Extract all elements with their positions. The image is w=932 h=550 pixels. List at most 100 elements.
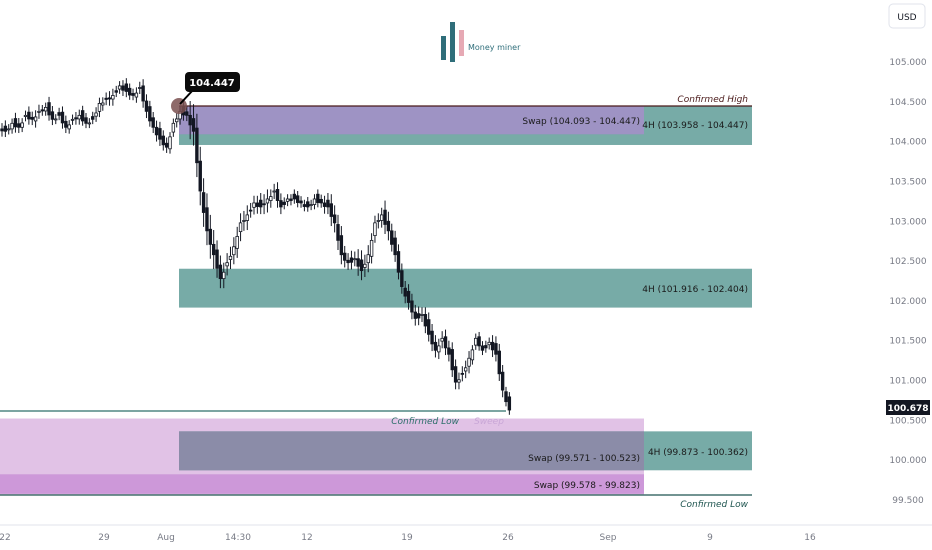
candle-body bbox=[40, 109, 45, 112]
candle-body bbox=[376, 220, 381, 222]
current-price-badge: 100.678 bbox=[886, 400, 930, 415]
candle-body bbox=[480, 345, 485, 351]
candle-body bbox=[127, 87, 132, 96]
candle-body bbox=[400, 270, 404, 287]
candle-body bbox=[54, 118, 58, 121]
currency-label: USD bbox=[897, 13, 916, 23]
candle-body bbox=[255, 202, 260, 207]
candle-body bbox=[13, 118, 18, 128]
candle-body bbox=[386, 220, 391, 232]
candle-body bbox=[262, 203, 266, 206]
candle-body bbox=[316, 193, 320, 203]
candle-body bbox=[121, 85, 125, 91]
price-tick-label: 103.500 bbox=[889, 177, 926, 187]
candle-body bbox=[359, 259, 364, 272]
candle-body bbox=[77, 114, 81, 120]
candle-body bbox=[3, 125, 8, 132]
candle-body bbox=[164, 142, 169, 148]
callout-pointer bbox=[179, 89, 194, 105]
candle-body bbox=[205, 207, 209, 232]
high-callout: 104.447 bbox=[171, 72, 240, 114]
time-tick-label: 12 bbox=[301, 533, 312, 543]
callout-box bbox=[185, 72, 240, 92]
candle-body bbox=[84, 117, 88, 124]
time-tick-label: Aug bbox=[157, 533, 175, 543]
candle-body bbox=[282, 201, 286, 205]
price-tick-label: 101.500 bbox=[889, 337, 926, 347]
candle-body bbox=[299, 200, 303, 204]
candle-body bbox=[218, 264, 223, 280]
levels-layer: Confirmed High Confirmed Low Confirmed Low bbox=[0, 95, 752, 510]
candle-body bbox=[457, 379, 461, 383]
candle-body bbox=[416, 313, 421, 319]
candle-body bbox=[0, 128, 4, 132]
candle-body bbox=[470, 349, 475, 361]
candle-body bbox=[208, 228, 213, 245]
candle-body bbox=[306, 201, 310, 208]
candle-body bbox=[463, 367, 468, 372]
time-tick-label: Sep bbox=[600, 533, 617, 543]
price-tick-label: 104.000 bbox=[889, 138, 926, 148]
candle-body bbox=[279, 200, 283, 208]
candle-body bbox=[30, 116, 34, 120]
candle-body bbox=[292, 193, 297, 200]
candle-body bbox=[10, 122, 14, 130]
candle-body bbox=[312, 198, 317, 205]
candle-body bbox=[47, 102, 51, 116]
candle-body bbox=[57, 112, 61, 116]
time-axis[interactable]: 22 29 Aug 14:30 12 19 26 Sep 9 16 bbox=[0, 524, 932, 543]
candle-body bbox=[168, 136, 172, 150]
price-tick-label: 101.000 bbox=[889, 377, 926, 387]
candle-body bbox=[138, 87, 142, 89]
logo-bar-2 bbox=[450, 22, 455, 62]
candle-body bbox=[74, 117, 78, 120]
candle-body bbox=[490, 341, 495, 351]
zone-label-swap-lower-2: Swap (99.578 - 99.823) bbox=[534, 481, 640, 491]
candle-body bbox=[198, 160, 202, 192]
candle-body bbox=[453, 366, 458, 383]
candle-body bbox=[117, 85, 122, 90]
level-label-confirmed-low: Confirmed Low bbox=[391, 417, 459, 427]
price-tick-label: 102.000 bbox=[889, 297, 926, 307]
candle-body bbox=[393, 237, 397, 256]
candle-body bbox=[91, 116, 95, 120]
candle-body bbox=[232, 246, 236, 256]
candle-body bbox=[437, 345, 441, 353]
candle-body bbox=[151, 117, 155, 128]
candle-body bbox=[191, 118, 196, 132]
candle-body bbox=[70, 118, 75, 121]
candle-body bbox=[27, 111, 31, 120]
candle-body bbox=[474, 337, 478, 346]
candle-body bbox=[114, 90, 118, 93]
price-tick-label: 100.000 bbox=[889, 456, 926, 466]
candle-body bbox=[285, 198, 290, 202]
candle-body bbox=[289, 198, 293, 201]
zone-4h-middle bbox=[179, 268, 752, 308]
candle-body bbox=[460, 372, 465, 375]
level-label-confirmed-high: Confirmed High bbox=[677, 95, 748, 105]
currency-button-box[interactable] bbox=[888, 3, 926, 29]
time-tick-label: 19 bbox=[401, 533, 413, 543]
candle-body bbox=[37, 110, 41, 113]
candle-body bbox=[201, 192, 206, 213]
time-tick-label: 14:30 bbox=[225, 533, 251, 543]
candle-body bbox=[353, 258, 357, 261]
candle-body bbox=[225, 262, 229, 267]
price-tick-label: 100.500 bbox=[889, 416, 926, 426]
candle-body bbox=[396, 251, 401, 273]
candle-body bbox=[195, 127, 199, 164]
candle-body bbox=[339, 235, 344, 256]
candle-body bbox=[447, 347, 451, 355]
candle-body bbox=[302, 204, 307, 207]
candle-body bbox=[107, 97, 112, 100]
candle-body bbox=[500, 371, 505, 391]
candle-body bbox=[440, 337, 444, 342]
candle-body bbox=[366, 254, 370, 264]
level-label-confirmed-low-2: Confirmed Low bbox=[680, 500, 748, 510]
price-axis[interactable]: 105.000 104.500 104.000 103.500 103.000 102.5… bbox=[884, 0, 932, 525]
candle-body bbox=[67, 124, 71, 130]
candle-body bbox=[80, 110, 85, 122]
price-axis-bg bbox=[884, 0, 932, 525]
currency-button[interactable]: USD bbox=[888, 3, 926, 29]
